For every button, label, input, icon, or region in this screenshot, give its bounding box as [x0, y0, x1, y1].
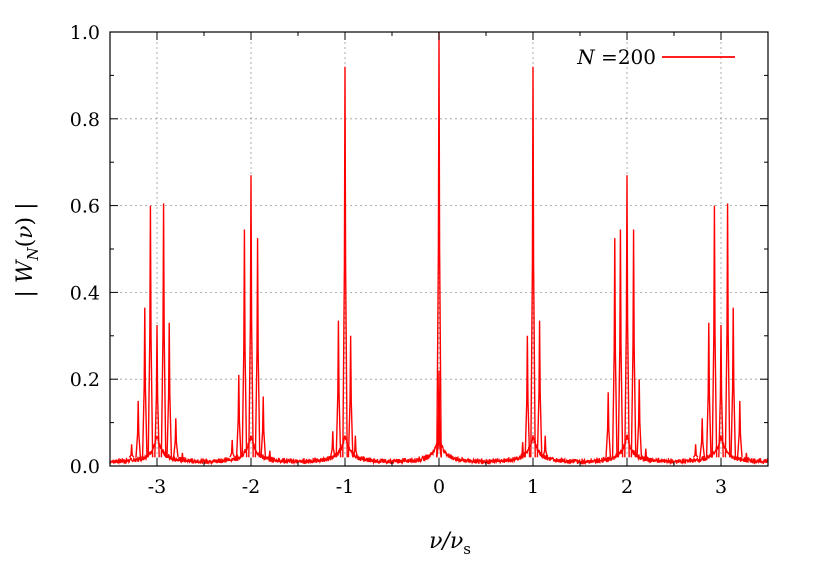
peak-spike: [636, 379, 643, 458]
x-tick-label: -3: [148, 476, 167, 498]
peak-spike: [530, 66, 536, 458]
peak-spike: [542, 435, 549, 458]
y-tick-label: 0.8: [70, 109, 100, 131]
peak-spike: [128, 444, 135, 458]
x-tick-label: -1: [336, 476, 355, 498]
x-tick-label: 2: [621, 476, 633, 498]
peak-spike: [724, 203, 731, 458]
peak-spike: [436, 422, 442, 458]
peak-spike: [718, 324, 724, 458]
y-tick-label: 1.0: [70, 22, 100, 44]
peak-spike: [179, 452, 186, 462]
peak-spike: [711, 205, 718, 458]
peak-spike: [241, 229, 248, 458]
peak-spike: [254, 238, 261, 458]
x-tick-label: -2: [242, 476, 261, 498]
x-axis-title: ν/νs: [429, 529, 471, 558]
peak-spike: [248, 175, 254, 458]
peak-spike: [705, 322, 712, 458]
peak-spike: [611, 238, 618, 458]
peak-spike: [166, 322, 173, 458]
peak-spike: [352, 435, 359, 458]
peak-spike: [624, 175, 630, 458]
peak-spike: [736, 400, 743, 458]
peak-spike: [172, 418, 179, 458]
data-curve: [109, 31, 769, 466]
peak-spike: [630, 229, 637, 458]
legend: N =200: [576, 45, 735, 69]
peak-spike: [267, 450, 273, 460]
peak-spike: [160, 203, 167, 458]
peak-spike: [605, 392, 612, 458]
peak-spike: [692, 444, 699, 458]
peak-spike: [643, 448, 648, 459]
peak-spike: [524, 335, 531, 458]
peak-spike: [699, 418, 706, 458]
axis-ticks: [109, 31, 769, 467]
y-tick-label: 0.2: [70, 369, 100, 391]
peak-spike: [229, 439, 236, 458]
x-tick-label: 3: [715, 476, 727, 498]
y-tick-label: 0.4: [70, 282, 100, 304]
legend-label: N =200: [576, 45, 656, 69]
peak-spike: [617, 229, 624, 458]
x-tick-label: 1: [527, 476, 539, 498]
peak-spike: [536, 320, 543, 458]
y-tick-label: 0.6: [70, 196, 100, 218]
peak-spike: [730, 307, 737, 458]
peak-spike: [347, 335, 354, 458]
y-axis-title: | WN(ν) |: [13, 202, 42, 297]
x-tick-label: 0: [433, 476, 445, 498]
x-tick-labels: -3 -2 -1 0 1 2 3: [148, 476, 727, 498]
peak-spike: [329, 431, 336, 458]
peak-spike: [141, 307, 148, 458]
peak-spike: [235, 374, 242, 458]
peak-spike: [342, 66, 348, 458]
peak-spike: [335, 320, 342, 458]
peak-spike: [154, 324, 160, 458]
peak-spike: [260, 396, 267, 458]
y-tick-label: 0.0: [70, 456, 100, 478]
peak-spike: [519, 442, 526, 458]
peak-spike: [436, 370, 442, 458]
peak-spike: [147, 205, 154, 458]
peak-spike: [743, 452, 750, 462]
peak-spike: [135, 400, 142, 458]
y-tick-labels: 0.0 0.2 0.4 0.6 0.8 1.0: [70, 22, 100, 478]
